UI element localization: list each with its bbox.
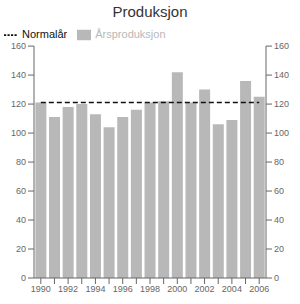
svg-text:160: 160 [274,41,289,51]
html-text:Årsproduksjon: Årsproduksjon [95,28,166,40]
svg-text:40: 40 [274,215,284,225]
html-text:Normalår: Normalår [22,28,68,40]
svg-text:80: 80 [16,157,26,167]
svg-text:100: 100 [274,128,289,138]
svg-text:1998: 1998 [140,284,160,294]
svg-text:20: 20 [274,244,284,254]
svg-text:2000: 2000 [167,284,187,294]
svg-text:1996: 1996 [113,284,133,294]
html-text:Produksjon: Produksjon [112,3,188,20]
svg-text:1990: 1990 [31,284,51,294]
svg-text:2002: 2002 [195,284,215,294]
svg-text:40: 40 [16,215,26,225]
svg-text:80: 80 [274,157,284,167]
svg-text:20: 20 [16,244,26,254]
svg-text:1992: 1992 [58,284,78,294]
svg-text:0: 0 [21,273,26,283]
svg-text:140: 140 [274,70,289,80]
svg-text:160: 160 [11,41,26,51]
svg-text:1994: 1994 [85,284,105,294]
svg-text:60: 60 [274,186,284,196]
svg-text:2004: 2004 [222,284,242,294]
svg-text:120: 120 [11,99,26,109]
svg-text:100: 100 [11,128,26,138]
svg-text:120: 120 [274,99,289,109]
svg-text:0: 0 [274,273,279,283]
svg-text:140: 140 [11,70,26,80]
svg-text:2006: 2006 [249,284,269,294]
svg-text:60: 60 [16,186,26,196]
